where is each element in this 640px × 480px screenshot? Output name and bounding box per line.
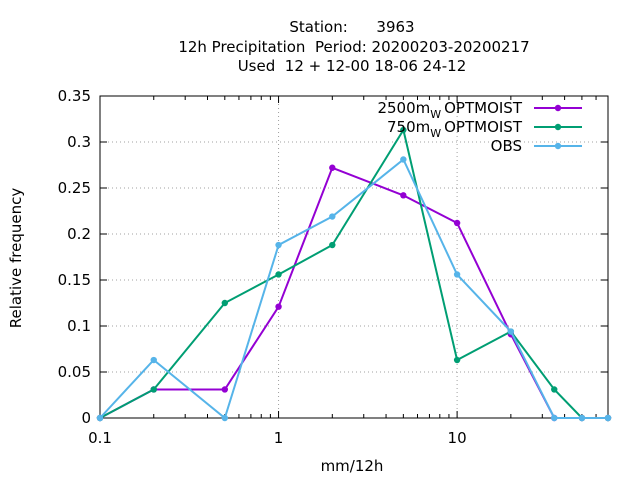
data-point <box>329 213 336 220</box>
data-point <box>221 386 229 393</box>
data-point <box>453 271 461 278</box>
series-lines <box>96 126 612 422</box>
legend-name-tail: OPTMOIST <box>444 99 523 117</box>
data-point <box>275 241 282 249</box>
data-point <box>551 414 558 422</box>
y-axis-label: Relative frequency <box>7 188 25 329</box>
y-tick-label: 0.25 <box>58 179 91 197</box>
x-tick-label: 10 <box>448 429 467 447</box>
legend-name: OBS <box>491 137 522 155</box>
data-point <box>604 414 612 422</box>
data-point <box>275 271 282 278</box>
x-tick-label: 1 <box>274 429 284 447</box>
chart-title: Station: 3963 12h Precipitation Period: … <box>178 18 529 75</box>
legend-subscript: W <box>430 108 441 121</box>
data-point <box>221 299 229 307</box>
axis-ticks: 0 0.05 0.1 0.15 0.2 0.25 0.3 0.35 0.1 1 10 <box>58 87 608 447</box>
y-tick-label: 0.15 <box>58 271 91 289</box>
data-point <box>400 126 407 134</box>
title-line-3: Used 12 + 12-00 18-06 24-12 <box>238 57 467 75</box>
y-tick-label: 0.2 <box>67 225 91 243</box>
grid-lines <box>100 96 608 418</box>
data-point <box>400 192 407 199</box>
legend-name: 2500m <box>377 99 430 117</box>
legend-subscript: W <box>430 127 441 140</box>
legend-label-3: OBS <box>491 137 522 155</box>
legend-name-tail: OPTMOIST <box>444 118 523 136</box>
data-point <box>221 414 229 422</box>
data-point <box>96 414 104 422</box>
data-point <box>329 241 336 249</box>
y-tick-label: 0.35 <box>58 87 91 105</box>
legend-label-2: 750mW OPTMOIST <box>387 118 523 140</box>
legend-name: 750m <box>387 118 430 136</box>
data-point <box>275 303 282 310</box>
legend-marker-2 <box>554 123 562 131</box>
data-point <box>578 414 586 422</box>
data-point <box>453 219 461 227</box>
legend-marker-3 <box>554 142 562 150</box>
x-tick-label: 0.1 <box>88 429 112 447</box>
series-line-3 <box>99 157 608 420</box>
plot-frame <box>99 95 609 419</box>
legend-label-1: 2500mW OPTMOIST <box>377 99 522 121</box>
title-line-2: 12h Precipitation Period: 20200203-20200… <box>178 38 529 56</box>
data-point <box>453 356 461 364</box>
data-point <box>507 328 515 335</box>
series-line-1 <box>99 166 608 419</box>
data-point <box>329 164 336 171</box>
y-tick-label: 0.3 <box>67 133 91 151</box>
x-axis-label: mm/12h <box>321 457 384 475</box>
data-point <box>150 356 157 364</box>
y-tick-label: 0.1 <box>67 317 91 335</box>
y-tick-label: 0 <box>81 409 91 427</box>
y-tick-label: 0.05 <box>58 363 91 381</box>
data-point <box>400 156 407 163</box>
title-line-1: Station: 3963 <box>289 18 414 36</box>
legend-marker-1 <box>554 104 562 112</box>
data-point <box>150 386 157 393</box>
data-point <box>551 386 558 393</box>
